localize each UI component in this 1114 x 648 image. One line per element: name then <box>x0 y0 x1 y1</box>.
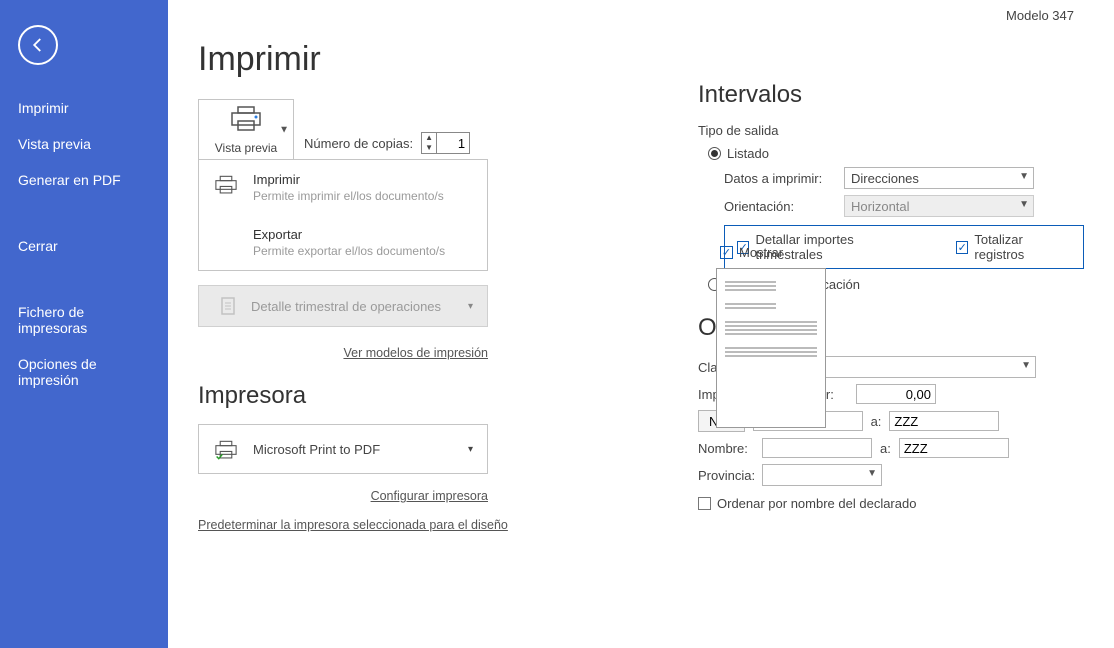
sidebar-item-cerrar[interactable]: Cerrar <box>0 228 168 264</box>
configurar-impresora-link[interactable]: Configurar impresora <box>371 489 488 503</box>
detalle-dropdown-text: Detalle trimestral de operaciones <box>251 299 468 314</box>
copies-input[interactable] <box>437 134 469 153</box>
datos-imprimir-label: Datos a imprimir: <box>724 171 834 186</box>
mostrar-label: Mostrar <box>739 245 783 260</box>
nombre-to-input[interactable] <box>899 438 1009 458</box>
orientacion-select: Horizontal ▼ <box>844 195 1034 217</box>
sidebar: Imprimir Vista previa Generar en PDF Cer… <box>0 0 168 648</box>
chevron-down-icon: ▼ <box>279 124 289 135</box>
spinner-up-icon[interactable]: ▲ <box>422 133 436 143</box>
detalle-dropdown[interactable]: Detalle trimestral de operaciones ▾ <box>198 285 488 327</box>
chevron-down-icon: ▼ <box>1019 171 1029 182</box>
arrow-left-icon <box>29 36 47 54</box>
provincia-select[interactable]: ▼ <box>762 464 882 486</box>
printer-icon <box>228 106 264 132</box>
listado-radio[interactable] <box>708 147 721 160</box>
chevron-down-icon: ▾ <box>468 444 473 455</box>
printer-name: Microsoft Print to PDF <box>253 442 380 457</box>
vista-previa-menu: Imprimir Permite imprimir el/los documen… <box>198 159 488 271</box>
chevron-down-icon: ▼ <box>1019 199 1029 210</box>
tipo-salida-label: Tipo de salida <box>698 123 1084 138</box>
a-label-2: a: <box>880 441 891 456</box>
back-button[interactable] <box>18 25 58 65</box>
a-label: a: <box>871 414 882 429</box>
chevron-down-icon: ▼ <box>1021 360 1031 371</box>
model-label: Modelo 347 <box>1006 8 1074 23</box>
chevron-down-icon: ▾ <box>468 301 473 312</box>
sidebar-item-vista-previa[interactable]: Vista previa <box>0 126 168 162</box>
nombre-from-input[interactable] <box>762 438 872 458</box>
chevron-down-icon: ▼ <box>867 468 877 479</box>
printer-dropdown[interactable]: Microsoft Print to PDF ▾ <box>198 424 488 474</box>
provincia-label: Provincia: <box>698 468 754 483</box>
menu-exportar-desc: Permite exportar el/los documento/s <box>253 244 445 258</box>
predeterminar-link[interactable]: Predeterminar la impresora seleccionada … <box>198 518 508 532</box>
sidebar-item-imprimir[interactable]: Imprimir <box>0 90 168 126</box>
menu-imprimir-desc: Permite imprimir el/los documento/s <box>253 189 444 203</box>
preview-area: ✓ Mostrar <box>716 245 826 428</box>
mostrar-checkbox[interactable]: ✓ <box>720 246 733 259</box>
ordenar-checkbox[interactable] <box>698 497 711 510</box>
page-title: Imprimir <box>198 40 1084 79</box>
copies-spinner[interactable]: ▲ ▼ <box>421 132 470 154</box>
listado-label: Listado <box>727 146 769 161</box>
menu-item-imprimir[interactable]: Imprimir Permite imprimir el/los documen… <box>199 160 487 215</box>
page-preview-thumbnail[interactable] <box>716 268 826 428</box>
ordenar-label: Ordenar por nombre del declarado <box>717 496 916 511</box>
ver-modelos-link[interactable]: Ver modelos de impresión <box>343 346 488 360</box>
printer-icon <box>213 174 239 196</box>
printer-ready-icon <box>213 439 239 461</box>
totalizar-checkbox[interactable]: ✓ <box>956 241 968 254</box>
sidebar-item-generar-pdf[interactable]: Generar en PDF <box>0 162 168 198</box>
menu-exportar-title: Exportar <box>253 227 445 242</box>
datos-imprimir-select[interactable]: Direcciones ▼ <box>844 167 1034 189</box>
main-panel: Modelo 347 Imprimir Vista previa ▼ Númer… <box>168 0 1114 648</box>
document-icon <box>219 296 239 316</box>
importe-input[interactable] <box>856 384 936 404</box>
copies-label: Número de copias: <box>304 136 413 151</box>
totalizar-label: Totalizar registros <box>974 232 1071 262</box>
nombre-label: Nombre: <box>698 441 754 456</box>
vista-previa-button[interactable]: Vista previa ▼ <box>198 99 294 160</box>
sidebar-item-fichero-impresoras[interactable]: Fichero de impresoras <box>0 294 168 346</box>
nif-to-input[interactable] <box>889 411 999 431</box>
menu-item-exportar[interactable]: Exportar Permite exportar el/los documen… <box>199 215 487 270</box>
impresora-heading: Impresora <box>198 382 658 410</box>
sidebar-item-opciones-impresion[interactable]: Opciones de impresión <box>0 346 168 398</box>
spinner-down-icon[interactable]: ▼ <box>422 143 436 153</box>
intervalos-heading: Intervalos <box>698 81 1084 109</box>
menu-imprimir-title: Imprimir <box>253 172 444 187</box>
orientacion-label: Orientación: <box>724 199 834 214</box>
vista-previa-label: Vista previa <box>201 141 291 155</box>
